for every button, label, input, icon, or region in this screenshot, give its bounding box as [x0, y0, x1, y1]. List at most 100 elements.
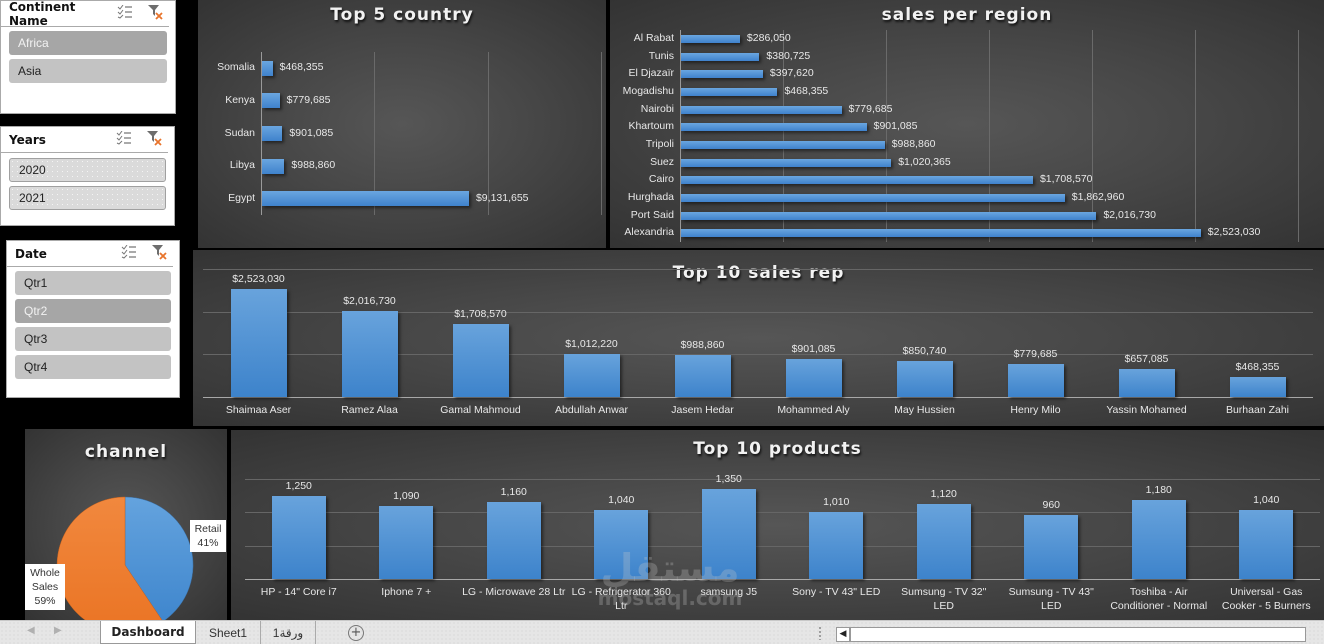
bar[interactable]: [563, 353, 620, 397]
category-label: Shaimaa Aser: [225, 404, 292, 416]
slicer-item-qtr4[interactable]: Qtr4: [15, 355, 171, 379]
gridline: [203, 269, 1313, 270]
category-label: Toshiba - Air Conditioner - Normal: [1110, 586, 1208, 612]
scroll-left-icon[interactable]: ◀: [837, 628, 851, 641]
bar[interactable]: [681, 70, 763, 79]
category-label: Tripoli: [645, 137, 674, 150]
category-label: samsung J5: [700, 586, 758, 598]
bar[interactable]: [452, 324, 509, 397]
bar[interactable]: [681, 229, 1201, 238]
bar[interactable]: [1239, 509, 1294, 579]
bar[interactable]: [230, 289, 287, 397]
slicer-header: Continent Name: [1, 0, 169, 28]
data-label: 960: [1042, 499, 1061, 511]
bar[interactable]: [1118, 368, 1175, 397]
multi-select-icon[interactable]: [116, 130, 132, 149]
bar[interactable]: [681, 52, 760, 61]
horizontal-scrollbar[interactable]: ◀: [836, 627, 1306, 642]
data-label: 1,090: [393, 490, 420, 503]
bar[interactable]: [594, 509, 649, 579]
slicer-item-qtr1[interactable]: Qtr1: [15, 271, 171, 295]
data-label: $1,862,960: [1071, 190, 1125, 203]
slicer-item-qtr2[interactable]: Qtr2: [15, 299, 171, 323]
bar[interactable]: [1229, 377, 1286, 397]
data-label: 1,350: [715, 473, 742, 485]
bar[interactable]: [674, 354, 731, 397]
bar[interactable]: [681, 211, 1097, 220]
slicer-item-africa[interactable]: Africa: [9, 31, 167, 55]
bar[interactable]: [1131, 500, 1186, 579]
next-sheet-icon[interactable]: ▶: [54, 625, 62, 636]
bar[interactable]: [262, 60, 273, 76]
chart-top10-sales-rep[interactable]: Top 10 sales rep $2,523,030 Shaimaa Aser $…: [193, 250, 1324, 426]
category-label: Gamal Mahmoud: [440, 404, 521, 416]
bar[interactable]: [262, 126, 283, 141]
bar[interactable]: [681, 158, 892, 167]
bar[interactable]: [896, 360, 953, 397]
data-label: $468,355: [1235, 361, 1280, 374]
gridline: [601, 52, 602, 215]
slicer-item-2021[interactable]: 2021: [9, 186, 166, 210]
category-label: Hurghada: [627, 190, 674, 203]
slicer-item-asia[interactable]: Asia: [9, 59, 167, 83]
bar[interactable]: [681, 87, 778, 96]
bar[interactable]: [379, 506, 434, 579]
data-label: $2,523,030: [232, 273, 285, 286]
category-label: Mogadishu: [622, 84, 674, 97]
add-sheet-button[interactable]: +: [348, 625, 364, 641]
data-label: 1,160: [500, 485, 527, 498]
chart-channel[interactable]: channel Retail 41% Whole Sales 59%: [25, 429, 227, 620]
bar[interactable]: [271, 495, 326, 579]
bar[interactable]: [681, 105, 842, 114]
bar[interactable]: [262, 191, 469, 207]
chart-top5-country[interactable]: Top 5 country Somalia $468,355 Kenya $779,6…: [198, 0, 606, 248]
bar[interactable]: [341, 310, 398, 397]
slicer-header: Date: [7, 241, 173, 267]
data-label: 1,040: [608, 493, 635, 506]
bar[interactable]: [681, 140, 885, 149]
tab-dashboard[interactable]: Dashboard: [100, 621, 196, 644]
tab-sheet1[interactable]: Sheet1: [196, 621, 261, 644]
prev-sheet-icon[interactable]: ◀: [27, 625, 35, 636]
bar[interactable]: [785, 358, 842, 397]
category-label: Alexandria: [624, 226, 674, 239]
y-axis: [261, 52, 262, 215]
gridline: [1195, 30, 1196, 242]
bar[interactable]: [681, 34, 740, 43]
data-label: $657,085: [1124, 352, 1169, 365]
tab-sheet-arabic[interactable]: ورقة1: [261, 621, 316, 644]
bar[interactable]: [681, 193, 1065, 202]
clear-filter-icon[interactable]: [146, 130, 162, 150]
slicer-item-qtr3[interactable]: Qtr3: [15, 327, 171, 351]
bar[interactable]: [262, 158, 285, 174]
bar[interactable]: [916, 504, 971, 579]
bar[interactable]: [1024, 515, 1079, 579]
category-label: Sudan: [224, 126, 255, 139]
clear-filter-icon[interactable]: [147, 4, 163, 24]
data-label: $1,708,570: [454, 308, 507, 321]
gridline: [783, 30, 784, 242]
slicer-item-2020[interactable]: 2020: [9, 158, 166, 182]
bar[interactable]: [681, 123, 867, 132]
category-label: El Djazaïr: [628, 67, 674, 80]
bar[interactable]: [262, 93, 280, 109]
bar[interactable]: [1007, 363, 1064, 397]
slicer-title: Continent Name: [9, 0, 76, 28]
chart-sales-per-region[interactable]: sales per region Al Rabat $286,050 Tunis $3…: [610, 0, 1324, 248]
category-label: Universal - Gas Cooker - 5 Burners: [1221, 586, 1311, 612]
data-label: $468,355: [784, 84, 829, 97]
bar[interactable]: [701, 489, 756, 579]
bar[interactable]: [681, 176, 1033, 185]
data-label: $901,085: [791, 342, 836, 355]
category-label: Cairo: [648, 173, 674, 186]
data-label: $286,050: [746, 31, 791, 44]
tab-split-handle[interactable]: [818, 626, 822, 640]
bar[interactable]: [809, 511, 864, 579]
bar[interactable]: [486, 501, 541, 579]
category-label: Jasem Hedar: [671, 404, 734, 416]
chart-top10-products[interactable]: Top 10 products 1,250 HP - 14" Core i7 1,0…: [231, 430, 1324, 620]
multi-select-icon[interactable]: [117, 4, 133, 23]
multi-select-icon[interactable]: [121, 244, 137, 263]
chart-title: Top 10 sales rep: [672, 263, 845, 283]
clear-filter-icon[interactable]: [151, 244, 167, 264]
